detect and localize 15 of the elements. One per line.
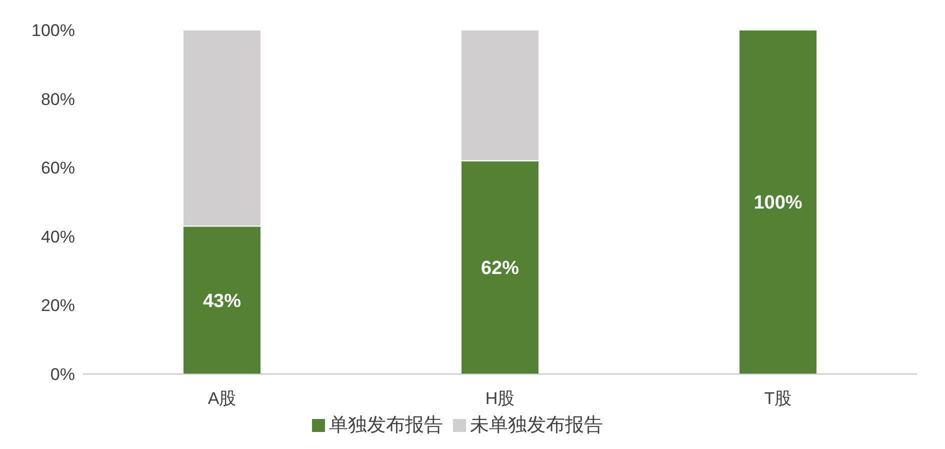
y-tick-label: 60% [40,158,75,178]
x-tick-label: A股 [208,389,236,408]
y-tick-label: 100% [32,21,75,40]
y-tick-label: 20% [40,296,75,316]
y-tick-label: 40% [40,227,75,246]
data-label: 62% [480,258,520,280]
legend-label: 未单独发布报告 [470,415,603,436]
x-tick-label: H股 [485,389,515,408]
legend-label: 单独发布报告 [329,415,443,436]
data-label: 100% [754,192,802,214]
data-label: 43% [202,290,242,312]
x-tick-label: T股 [764,389,792,408]
y-tick-label: 80% [40,90,75,109]
y-tick-label: 0% [50,365,75,384]
bar [738,30,818,374]
